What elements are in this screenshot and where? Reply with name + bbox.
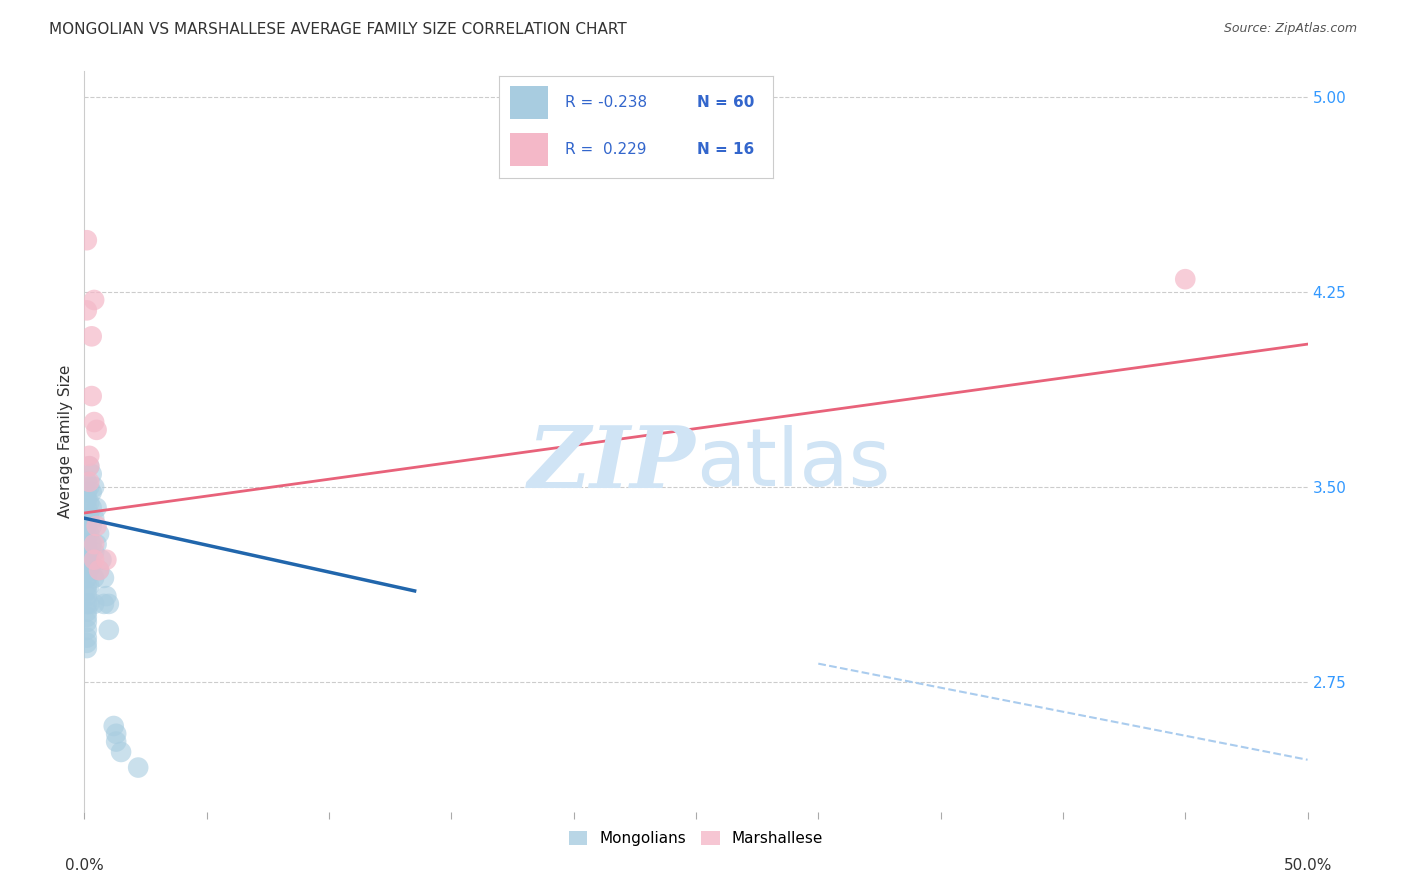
Legend: Mongolians, Marshallese: Mongolians, Marshallese xyxy=(562,825,830,852)
Point xyxy=(83,597,105,611)
Text: R = -0.238: R = -0.238 xyxy=(565,95,647,110)
Point xyxy=(80,329,103,343)
Text: ZIP: ZIP xyxy=(529,422,696,506)
Point xyxy=(76,623,98,637)
Point xyxy=(76,636,98,650)
Point xyxy=(83,293,105,307)
Point xyxy=(83,553,105,567)
Point xyxy=(76,500,98,515)
Point xyxy=(76,571,98,585)
Point xyxy=(87,563,110,577)
Point xyxy=(76,545,98,559)
Point xyxy=(105,734,128,748)
Point xyxy=(76,631,98,645)
Point xyxy=(76,605,98,619)
Point xyxy=(1174,272,1197,286)
Point xyxy=(80,519,103,533)
Point xyxy=(83,571,105,585)
Point xyxy=(77,545,100,559)
Point xyxy=(76,303,98,318)
Point xyxy=(86,519,108,533)
Point xyxy=(80,500,103,515)
Point xyxy=(76,583,98,598)
Point xyxy=(80,467,103,481)
Text: 0.0%: 0.0% xyxy=(65,858,104,873)
Text: N = 60: N = 60 xyxy=(696,95,754,110)
Point xyxy=(76,579,98,593)
Point xyxy=(96,589,118,603)
Point xyxy=(87,563,110,577)
Point xyxy=(76,519,98,533)
Point xyxy=(76,526,98,541)
Bar xyxy=(510,87,548,119)
Point xyxy=(93,597,115,611)
Point xyxy=(110,745,132,759)
Point xyxy=(76,589,98,603)
Point xyxy=(76,563,98,577)
Point xyxy=(76,485,98,500)
Point xyxy=(77,480,100,494)
Point xyxy=(96,553,118,567)
Point xyxy=(76,597,98,611)
Point xyxy=(103,719,125,733)
Text: 50.0%: 50.0% xyxy=(1284,858,1331,873)
Point xyxy=(76,553,98,567)
Point xyxy=(90,553,112,567)
Point xyxy=(76,475,98,489)
Point xyxy=(77,579,100,593)
Point xyxy=(77,597,100,611)
Point xyxy=(76,537,98,551)
Point xyxy=(76,615,98,629)
Point xyxy=(86,423,108,437)
Point xyxy=(76,610,98,624)
Point xyxy=(127,760,149,774)
Point xyxy=(83,545,105,559)
Text: Source: ZipAtlas.com: Source: ZipAtlas.com xyxy=(1223,22,1357,36)
Point xyxy=(87,526,110,541)
Point xyxy=(80,485,103,500)
Text: R =  0.229: R = 0.229 xyxy=(565,142,647,157)
Point xyxy=(97,597,120,611)
Point xyxy=(76,641,98,656)
Point xyxy=(77,526,100,541)
Point xyxy=(93,571,115,585)
Point xyxy=(97,623,120,637)
Point xyxy=(77,449,100,463)
Point xyxy=(86,500,108,515)
Point xyxy=(83,480,105,494)
Point xyxy=(77,563,100,577)
Point xyxy=(80,389,103,403)
Text: MONGOLIAN VS MARSHALLESE AVERAGE FAMILY SIZE CORRELATION CHART: MONGOLIAN VS MARSHALLESE AVERAGE FAMILY … xyxy=(49,22,627,37)
Text: atlas: atlas xyxy=(696,425,890,503)
Point xyxy=(77,495,100,509)
Point xyxy=(86,537,108,551)
Point xyxy=(77,459,100,474)
Point xyxy=(83,537,105,551)
Point xyxy=(76,233,98,247)
Bar xyxy=(510,133,548,166)
Point xyxy=(76,493,98,508)
Point xyxy=(77,475,100,489)
Text: N = 16: N = 16 xyxy=(696,142,754,157)
Point xyxy=(77,511,100,525)
Point xyxy=(77,459,100,474)
Point xyxy=(83,511,105,525)
Point xyxy=(83,415,105,429)
Point xyxy=(105,727,128,741)
Point xyxy=(80,558,103,572)
Point xyxy=(76,558,98,572)
Point xyxy=(80,537,103,551)
Point xyxy=(76,511,98,525)
Y-axis label: Average Family Size: Average Family Size xyxy=(58,365,73,518)
